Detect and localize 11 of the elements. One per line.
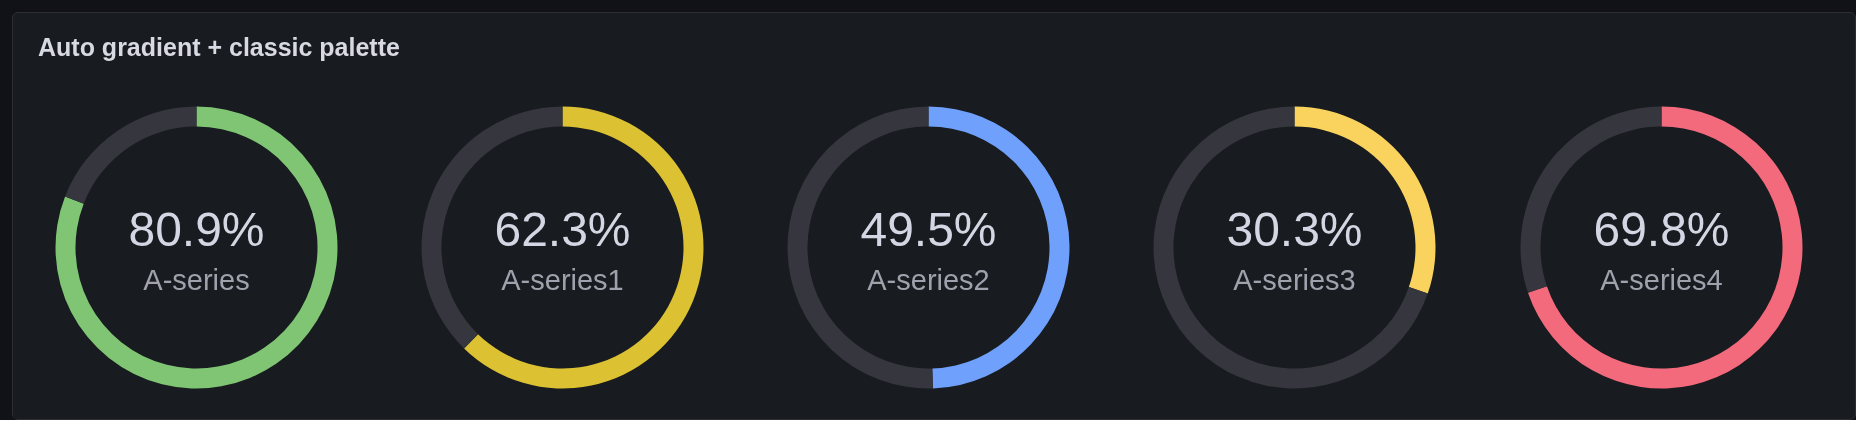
data-label: 69.8% (1593, 203, 1730, 256)
text: A-series4 (1600, 263, 1723, 296)
text: A-series3 (1233, 263, 1356, 296)
data-label: 80.9% (128, 203, 265, 256)
data-label: 30.3% (1226, 203, 1363, 256)
data-label: 62.3% (494, 203, 631, 256)
text: A-series (143, 263, 250, 296)
text: A-series1 (501, 263, 624, 296)
data-label: 49.5% (860, 203, 997, 256)
text: A-series2 (867, 263, 990, 296)
chart-title: Auto gradient + classic palette (38, 32, 400, 63)
